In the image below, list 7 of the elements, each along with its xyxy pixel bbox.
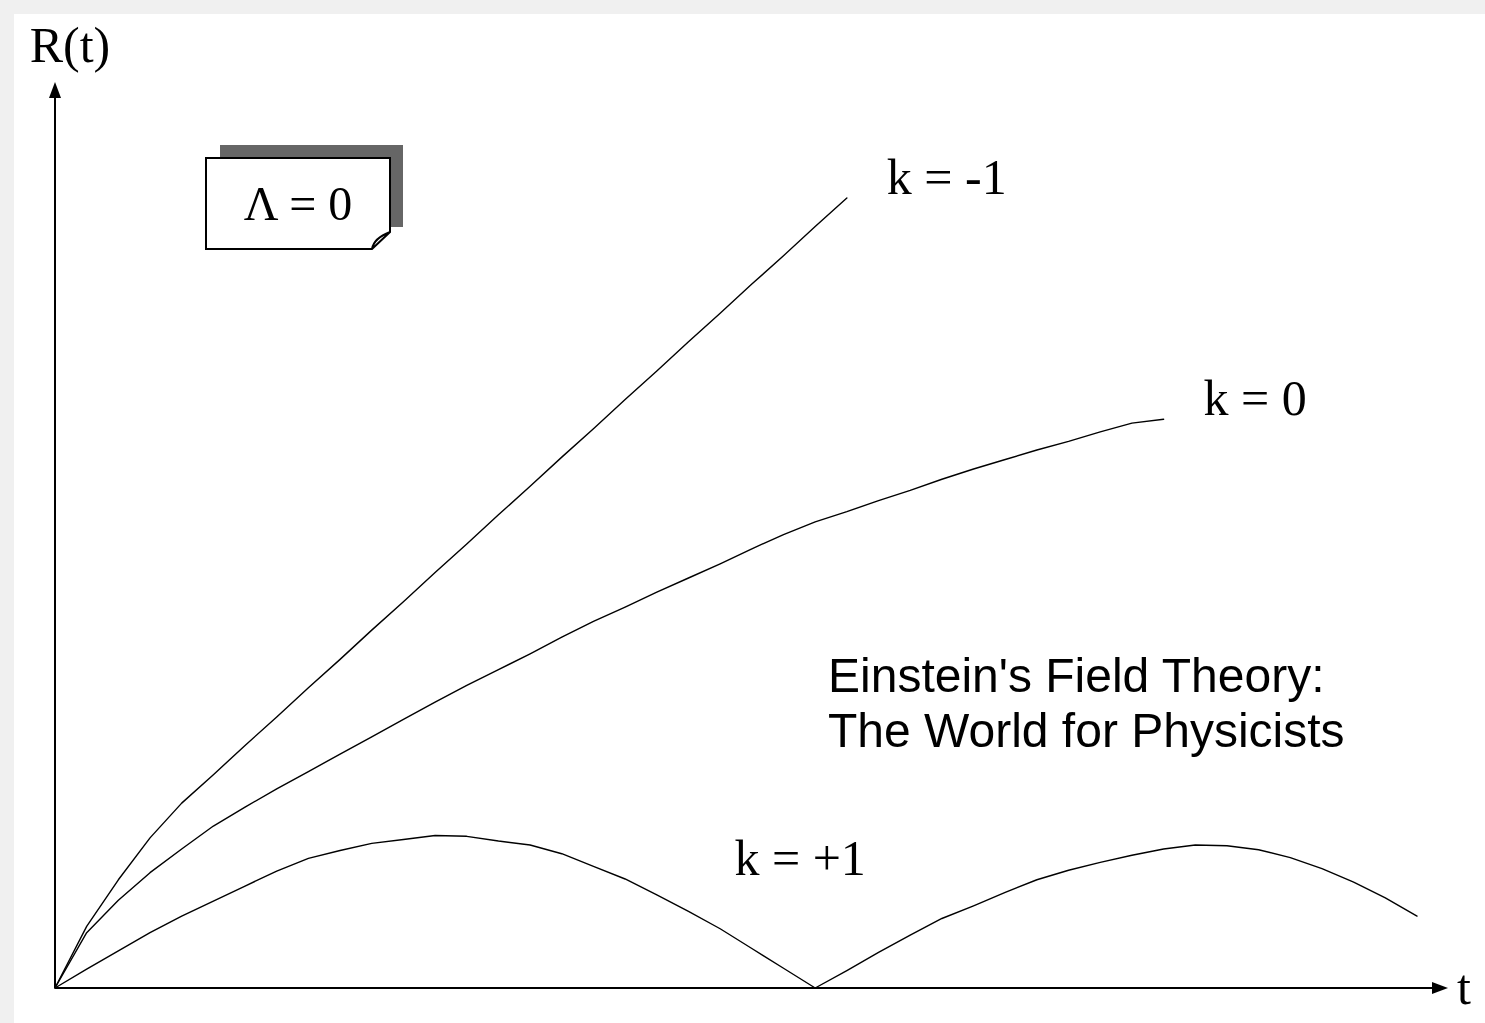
x-axis-title: t bbox=[1457, 959, 1471, 1015]
series-label: k = 0 bbox=[1203, 370, 1307, 427]
y-axis-title: R(t) bbox=[29, 17, 111, 73]
series-label: k = +1 bbox=[734, 830, 866, 886]
series-label: k = -1 bbox=[886, 149, 1007, 205]
annotation: Λ = 0 bbox=[243, 177, 353, 230]
annotation: Einstein's Field Theory: The World for Physicists bbox=[828, 649, 1345, 757]
